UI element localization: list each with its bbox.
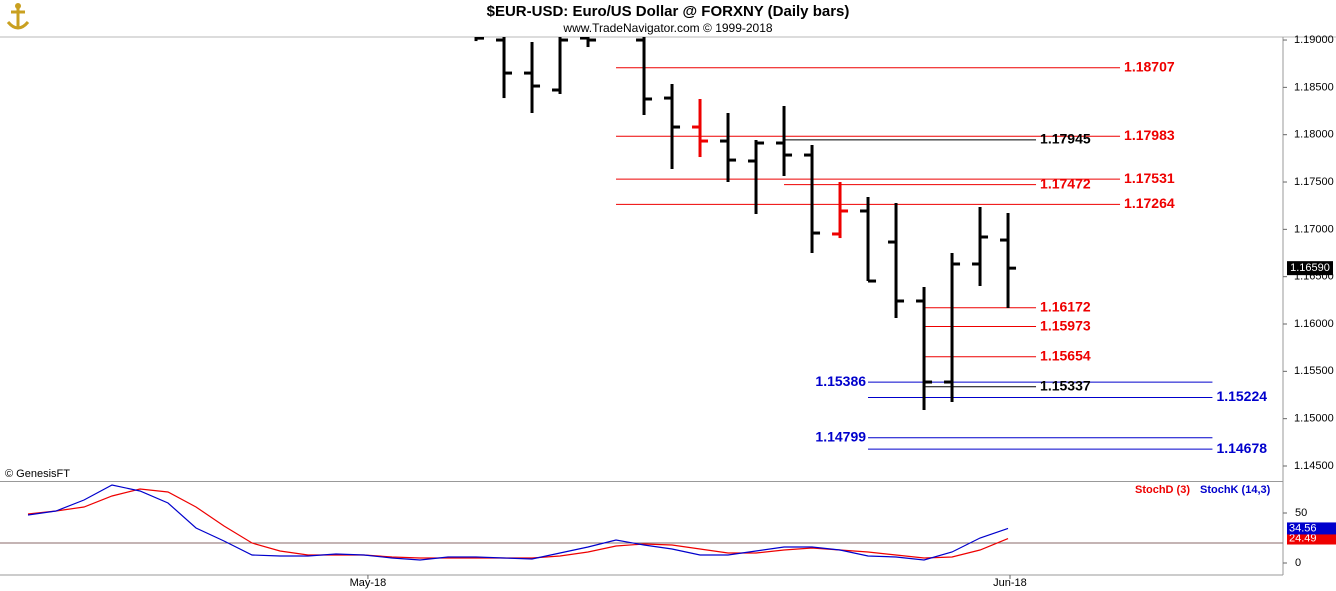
price-plot [474,37,1213,450]
level-label: 1.16172 [1040,298,1091,314]
level-label: 1.17531 [1124,170,1175,186]
y-tick-label: 1.14500 [1294,460,1334,472]
chart-title: $EUR-USD: Euro/US Dollar @ FORXNY (Daily… [487,3,850,20]
y-tick-label: 1.15000 [1294,413,1334,425]
y-tick-label: 1.16000 [1294,318,1334,330]
y-tick-label: 1.19000 [1294,34,1334,46]
last-value-label: 34.56 [1289,522,1317,534]
level-label: 1.15386 [815,373,866,389]
level-label: 1.17983 [1124,127,1175,143]
legend-label: StochK (14,3) [1200,484,1271,496]
level-label: 1.15224 [1216,388,1267,404]
level-label: 1.15337 [1040,377,1091,393]
chart-subtitle: www.TradeNavigator.com © 1999-2018 [562,21,772,35]
stoch-plot [0,484,1283,561]
y-tick-label: 0 [1295,557,1301,569]
overlay: 1.19000 1.18500 1.18000 1.17500 1.17000 1.165… [350,34,1336,589]
last-price-box [1287,261,1333,276]
y-tick-label: 1.17000 [1294,223,1334,235]
last-value-label: 24.49 [1289,532,1317,544]
level-label: 1.14678 [1216,440,1267,456]
y-tick-label: 50 [1295,507,1307,519]
y-tick-label: 1.15500 [1294,365,1334,377]
x-tick-label: May-18 [350,577,387,589]
level-label: 1.17945 [1040,131,1091,147]
level-label: 1.14799 [815,428,866,444]
last-value-box [1287,522,1336,535]
x-tick-label: Jun-18 [993,577,1027,589]
level-label: 1.17264 [1124,195,1175,211]
level-label: 1.15654 [1040,347,1091,363]
last-value-box [1287,532,1336,545]
legend-label: StochD (3) [1135,484,1190,496]
credit: © GenesisFT [5,468,70,480]
y-tick-label: 1.18500 [1294,81,1334,93]
stoch-line [27,484,1009,561]
last-price-label: 1.16590 [1290,262,1330,274]
logo [3,3,33,33]
level-label: 1.15973 [1040,317,1091,333]
y-tick-label: 1.17500 [1294,176,1334,188]
y-tick-label: 1.18000 [1294,129,1334,141]
level-label: 1.18707 [1124,58,1175,74]
level-label: 1.17472 [1040,175,1091,191]
